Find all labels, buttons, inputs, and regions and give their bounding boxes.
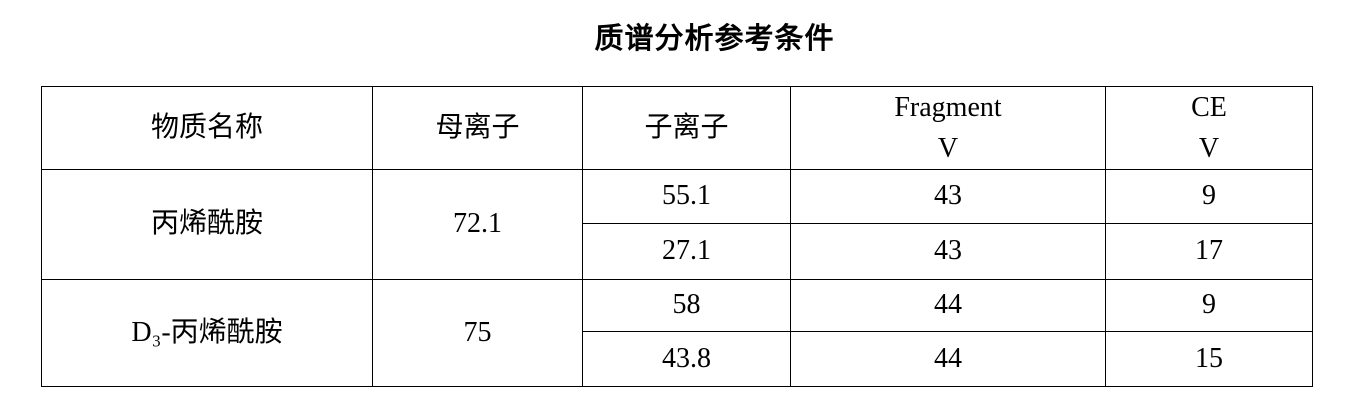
- cell-fragment-v: 44: [790, 279, 1106, 332]
- title-row: 质谱分析参考条件: [0, 24, 1365, 55]
- cell-daughter-ion: 43.8: [582, 331, 791, 387]
- ms-conditions-table: 物质名称 母离子 子离子 Fragment V CE V 丙烯酰胺 72.1 5…: [41, 86, 1313, 387]
- table-row: D₃-丙烯酰胺 75 58 44 9: [41, 279, 1313, 387]
- ce-header-line2: V: [1198, 133, 1220, 164]
- cell-daughter-ion: 58: [582, 279, 791, 332]
- page-title: 质谱分析参考条件: [594, 23, 835, 55]
- column-header-fragment-voltage: Fragment V: [790, 86, 1106, 170]
- column-header-daughter-ion: 子离子: [582, 86, 791, 170]
- column-header-collision-energy: CE V: [1105, 86, 1313, 170]
- cell-substance-acrylamide: 丙烯酰胺: [41, 169, 373, 280]
- cell-daughter-ion: 55.1: [582, 169, 791, 224]
- ce-header-line1: CE: [1191, 92, 1227, 123]
- fragment-header-line1: Fragment: [894, 92, 1002, 123]
- cell-fragment-v: 43: [790, 169, 1106, 224]
- header-row: 物质名称 母离子 子离子 Fragment V CE V: [41, 86, 1313, 170]
- table-row: 27.1 43 17: [42, 223, 1313, 280]
- table-row: 43.8 44 15: [42, 331, 1313, 387]
- cell-parent-ion: 75: [372, 279, 583, 387]
- column-header-substance: 物质名称: [41, 86, 373, 170]
- cell-ce-v: 17: [1105, 223, 1313, 280]
- cell-substance-d3-acrylamide: D₃-丙烯酰胺: [41, 279, 373, 387]
- cell-fragment-v: 43: [790, 223, 1106, 280]
- cell-ce-v: 9: [1105, 279, 1313, 332]
- cell-ce-v: 15: [1105, 331, 1313, 387]
- cell-daughter-ion: 27.1: [582, 223, 791, 280]
- cell-ce-v: 9: [1105, 169, 1313, 224]
- table-row: 丙烯酰胺 72.1 55.1 43 9: [41, 169, 1313, 280]
- cell-parent-ion: 72.1: [372, 169, 583, 280]
- fragment-header-line2: V: [937, 133, 959, 164]
- column-header-parent-ion: 母离子: [372, 86, 583, 170]
- cell-fragment-v: 44: [790, 331, 1106, 387]
